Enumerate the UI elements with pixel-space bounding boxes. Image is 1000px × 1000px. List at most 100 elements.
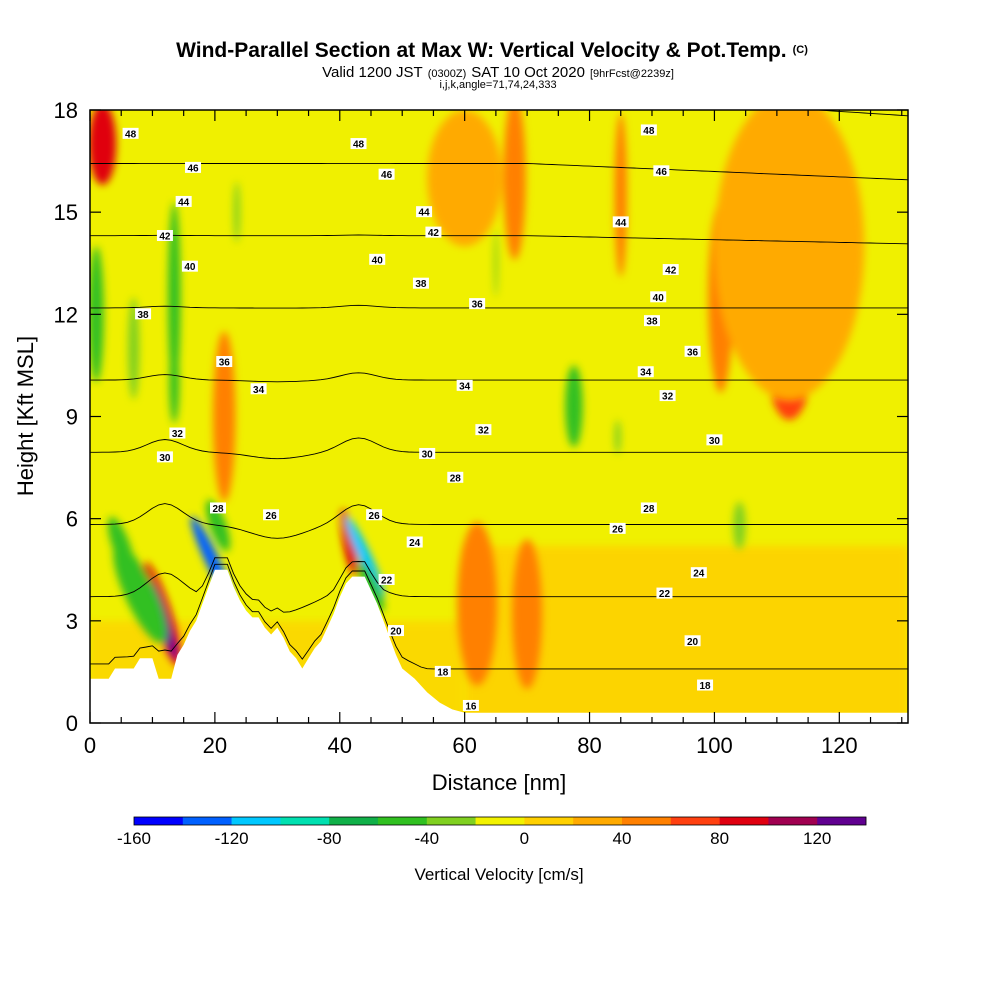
contour-label-box-13 — [369, 253, 386, 265]
contour-label-39: 22 — [659, 589, 671, 600]
x-tick-label-100: 100 — [696, 733, 733, 758]
x-tick-label-20: 20 — [203, 733, 227, 758]
chart-subtitle: Valid 1200 JST (0300Z) SAT 10 Oct 2020 [9hr… — [322, 64, 674, 81]
contour-label-38: 22 — [381, 575, 393, 586]
velocity-feature-25 — [494, 229, 498, 298]
contour-label-box-20 — [684, 345, 701, 357]
y-tick-label-12: 12 — [54, 302, 78, 327]
x-axis-label: Distance [nm] — [432, 770, 567, 795]
velocity-feature-23 — [614, 419, 621, 454]
colorbar-segment-4 — [329, 817, 379, 825]
colorbar-segment-9 — [573, 817, 623, 825]
subtitle-date: SAT 10 Oct 2020 — [471, 64, 585, 81]
velocity-feature-24 — [733, 501, 746, 550]
contour-label-6: 44 — [178, 197, 190, 208]
contour-label-26: 32 — [662, 392, 674, 403]
theta-isoline-28 — [90, 234, 908, 245]
contour-label-box-38 — [378, 573, 395, 585]
axis-ticks — [89, 109, 908, 724]
colorbar-labels: -160 -120 -80 -40 0 40 80 120 — [117, 829, 831, 848]
colorbar-segment-8 — [524, 817, 574, 825]
contour-label-box-0 — [122, 127, 139, 139]
colorbar-label--160: -160 — [117, 829, 151, 848]
contour-label-box-16 — [135, 308, 152, 320]
contour-label-0: 48 — [125, 129, 137, 140]
contour-label-box-5 — [653, 165, 670, 177]
theta-isoline-26 — [90, 304, 908, 309]
contour-label-box-29 — [706, 434, 723, 446]
velocity-feature-12 — [168, 201, 181, 393]
contour-label-box-22 — [456, 379, 473, 391]
contour-label-18: 36 — [472, 300, 484, 311]
contour-label-7: 44 — [419, 208, 431, 219]
contour-label-box-21 — [250, 383, 267, 395]
y-tick-label-6: 6 — [66, 507, 78, 532]
theta-contours — [90, 110, 908, 670]
velocity-feature-18 — [503, 110, 526, 260]
contour-label-box-11 — [662, 264, 679, 276]
velocity-feature-19 — [614, 113, 628, 277]
theta-contour-labels: 48 48 48 46 46 46 44 44 44 42 42 42 40 40 40 38 38 38 36 36… — [122, 124, 723, 712]
contour-label-box-43 — [697, 679, 714, 691]
velocity-feature-27 — [427, 110, 503, 247]
contour-label-box-31 — [210, 502, 227, 514]
contour-label-23: 34 — [640, 368, 652, 379]
x-tick-label-60: 60 — [452, 733, 476, 758]
colorbar-segment-14 — [817, 817, 867, 825]
contour-label-box-10 — [425, 226, 442, 238]
theta-isoline-22 — [90, 437, 908, 460]
contour-label-box-8 — [612, 216, 629, 228]
y-tick-label-9: 9 — [66, 405, 78, 430]
contour-label-box-19 — [216, 356, 233, 368]
velocity-feature-11 — [128, 297, 140, 400]
colorbar-label-40: 40 — [613, 829, 632, 848]
contour-label-box-35 — [366, 509, 383, 521]
contour-label-box-37 — [690, 567, 707, 579]
contour-label-33: 26 — [266, 511, 278, 522]
contour-label-box-15 — [412, 277, 429, 289]
y-tick-label-15: 15 — [54, 200, 78, 225]
colorbar-segment-2 — [231, 817, 281, 825]
contour-label-box-7 — [416, 206, 433, 218]
contour-label-box-28 — [419, 447, 436, 459]
subtitle-forecast: [9hrFcst@2239z] — [590, 68, 674, 80]
subtitle-valid: Valid 1200 JST — [322, 64, 423, 81]
velocity-feature-17 — [512, 539, 543, 689]
contour-label-29: 30 — [709, 436, 721, 447]
contour-label-5: 46 — [656, 167, 668, 178]
contour-label-35: 26 — [369, 511, 381, 522]
contour-label-44: 16 — [465, 701, 477, 712]
velocity-feature-6 — [340, 508, 358, 577]
subtitle-utc: (0300Z) — [428, 68, 467, 80]
contour-label-box-6 — [175, 195, 192, 207]
velocity-feature-15 — [213, 331, 236, 502]
colorbar-label-0: 0 — [520, 829, 529, 848]
contour-label-9: 42 — [159, 232, 171, 243]
contour-label-3: 46 — [187, 163, 199, 174]
contour-label-27: 30 — [159, 453, 171, 464]
velocity-feature-16 — [457, 522, 498, 686]
colorbar-frame — [133, 816, 867, 826]
contour-label-box-44 — [462, 699, 479, 711]
x-tick-label-40: 40 — [328, 733, 352, 758]
contour-label-box-30 — [447, 471, 464, 483]
contour-label-34: 26 — [612, 524, 624, 535]
contour-label-10: 42 — [428, 228, 440, 239]
velocity-features — [90, 110, 865, 689]
y-tick-label-18: 18 — [54, 98, 78, 123]
contour-label-box-3 — [185, 161, 202, 173]
contour-label-1: 48 — [353, 140, 365, 151]
colorbar-label--120: -120 — [215, 829, 249, 848]
velocity-feature-26 — [714, 110, 865, 400]
contour-label-19: 36 — [219, 358, 231, 369]
theta-isoline-30 — [90, 162, 908, 181]
contour-label-2: 48 — [643, 126, 655, 137]
theta-isoline-18 — [90, 557, 908, 613]
contour-label-16: 38 — [138, 310, 150, 321]
theta-isoline-20 — [90, 503, 908, 539]
colorbar-segment-1 — [182, 817, 232, 825]
contour-label-box-26 — [659, 390, 676, 402]
contour-label-28: 30 — [422, 449, 434, 460]
velocity-feature-22 — [565, 365, 583, 448]
contour-label-box-14 — [650, 291, 667, 303]
